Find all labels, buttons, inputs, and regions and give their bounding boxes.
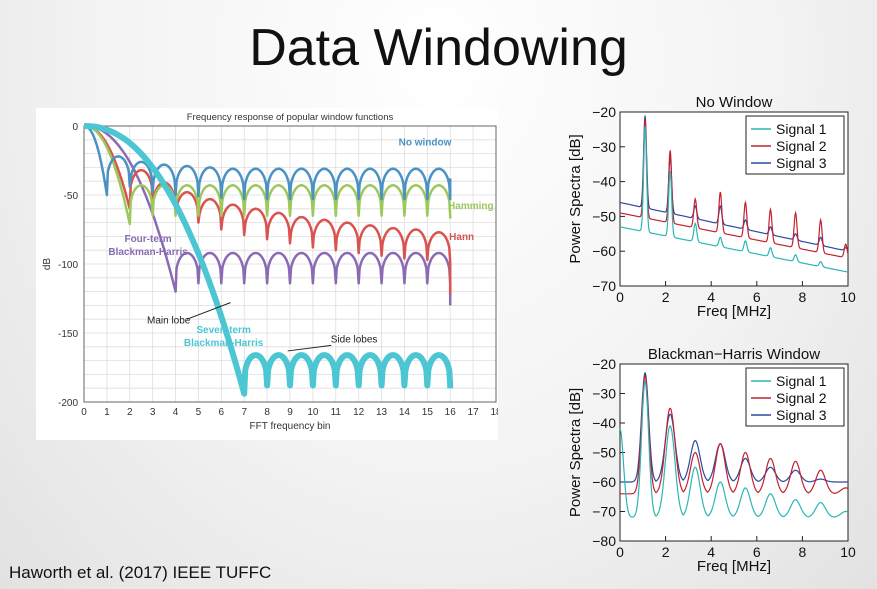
blackman-harris-y-tick-label: −40 xyxy=(592,415,616,431)
no-window-series-signal-1 xyxy=(619,125,849,273)
label-seven-term-line1: Seven-term xyxy=(196,325,251,336)
label-four-term-line1: Four-term xyxy=(124,234,171,245)
slide-title: Data Windowing xyxy=(249,19,628,77)
blackman-harris-x-tick-label: 6 xyxy=(753,544,761,560)
blackman-harris-y-tick-label: −80 xyxy=(592,533,616,549)
x-tick-label: 8 xyxy=(264,407,270,418)
no-window-y-tick-label: −20 xyxy=(592,104,616,120)
blackman-harris-series-signal-2 xyxy=(620,374,849,495)
x-tick-label: 10 xyxy=(307,407,319,418)
blackman-harris-y-tick-label: −30 xyxy=(592,386,616,402)
no-window-title: No Window xyxy=(696,94,773,111)
no-window-legend xyxy=(745,115,845,175)
blackman-harris-x-tick-label: 8 xyxy=(799,544,807,560)
x-tick-label: 11 xyxy=(331,407,342,418)
no-window-y-tick-label: −50 xyxy=(592,208,616,224)
annotation-arrow-side-lobes xyxy=(287,344,332,352)
no-window-chart: No Window 0 2 4 6 8 10 −20 −30 −40 −50 −60 −70 Freq [… xyxy=(567,94,856,320)
blackman-harris-legend xyxy=(745,367,845,427)
no-window-x-tick-label: 6 xyxy=(753,289,761,305)
x-tick-label: 17 xyxy=(468,407,480,418)
blackman-harris-legend-label: Signal 2 xyxy=(776,390,827,406)
x-tick-label: 0 xyxy=(81,407,87,418)
x-tick-label: 3 xyxy=(150,407,156,418)
window-response-chart: 01234567891011121314151617180-50-100-150… xyxy=(36,108,498,440)
no-window-series-signal-3 xyxy=(619,115,849,251)
no-window-x-axis-label: Freq [MHz] xyxy=(697,303,771,320)
no-window-x-tick-label: 0 xyxy=(616,289,624,305)
blackman-harris-legend-label: Signal 1 xyxy=(776,373,827,389)
blackman-harris-x-tick-label: 0 xyxy=(616,544,624,560)
plot-frame xyxy=(83,125,497,403)
label-no-window: No window xyxy=(399,137,452,148)
y-tick-label: -50 xyxy=(64,191,79,202)
chart-title: Frequency response of popular window fun… xyxy=(187,112,394,123)
blackman-harris-title: Blackman−Harris Window xyxy=(648,346,820,363)
blackman-harris-x-tick-label: 2 xyxy=(662,544,670,560)
y-tick-label: 0 xyxy=(72,122,78,133)
label-seven-term-line2: Blackman-Harris xyxy=(184,338,264,349)
no-window-legend-label: Signal 3 xyxy=(776,155,827,171)
blackman-harris-series-signal-1 xyxy=(619,380,849,518)
x-tick-label: 14 xyxy=(399,407,411,418)
blackman-harris-x-tick-label: 4 xyxy=(707,544,715,560)
series-line-hamming xyxy=(83,124,452,226)
no-window-y-tick-label: −30 xyxy=(592,139,616,155)
series-line-four-term-blackman-harris xyxy=(84,124,452,306)
x-tick-label: 15 xyxy=(422,407,434,418)
x-tick-label: 1 xyxy=(104,407,110,418)
no-window-legend-label: Signal 2 xyxy=(776,138,827,154)
citation: Haworth et al. (2017) IEEE TUFFC xyxy=(9,563,272,582)
y-tick-label: -200 xyxy=(58,398,78,409)
x-tick-label: 9 xyxy=(287,407,293,418)
x-tick-label: 2 xyxy=(127,407,133,418)
no-window-x-tick-label: 4 xyxy=(707,289,715,305)
blackman-harris-y-tick-label: −20 xyxy=(592,356,616,372)
blackman-harris-legend-label: Signal 3 xyxy=(776,407,827,423)
no-window-legend-label: Signal 1 xyxy=(776,121,827,137)
no-window-y-tick-label: −60 xyxy=(592,243,616,259)
x-tick-label: 16 xyxy=(445,407,457,418)
x-tick-label: 6 xyxy=(219,407,225,418)
no-window-y-axis-label: Power Spectra [dB] xyxy=(567,134,584,263)
label-hamming: Hamming xyxy=(448,201,494,212)
blackman-harris-x-axis-label: Freq [MHz] xyxy=(697,558,771,575)
y-tick-label: -150 xyxy=(58,329,78,340)
no-window-y-tick-label: −40 xyxy=(592,174,616,190)
no-window-x-tick-label: 8 xyxy=(799,289,807,305)
series-line-no-window xyxy=(83,124,452,201)
no-window-series-signal-2 xyxy=(619,118,849,258)
x-tick-label: 12 xyxy=(353,407,365,418)
y-tick-label: -100 xyxy=(58,260,78,271)
x-tick-label: 18 xyxy=(490,407,498,418)
x-tick-label: 4 xyxy=(173,407,179,418)
x-tick-label: 5 xyxy=(196,407,202,418)
blackman-harris-y-tick-label: −60 xyxy=(592,474,616,490)
x-axis-label: FFT frequency bin xyxy=(250,421,331,432)
blackman-harris-series-signal-3 xyxy=(620,371,848,483)
blackman-harris-chart: Blackman−Harris Window 0 2 4 6 8 10 −20 −30 −40 −5… xyxy=(567,346,856,575)
annotation-side-lobes: Side lobes xyxy=(331,335,378,346)
blackman-harris-x-tick-label: 10 xyxy=(840,544,856,560)
y-axis-label: dB xyxy=(42,258,53,271)
x-tick-label: 7 xyxy=(241,407,247,418)
no-window-x-tick-label: 2 xyxy=(662,289,670,305)
annotation-main-lobe: Main lobe xyxy=(147,315,191,326)
blackman-harris-y-axis-label: Power Spectra [dB] xyxy=(567,388,584,517)
blackman-harris-y-tick-label: −50 xyxy=(592,445,616,461)
no-window-y-tick-label: −70 xyxy=(592,278,616,294)
no-window-x-tick-label: 10 xyxy=(840,289,856,305)
x-tick-label: 13 xyxy=(376,407,388,418)
series-line-seven-term-blackman-harris xyxy=(83,123,454,397)
label-four-term-line2: Blackman-Harris xyxy=(108,247,188,258)
blackman-harris-y-tick-label: −70 xyxy=(592,504,616,520)
label-hann: Hann xyxy=(449,232,474,243)
annotation-arrow-main-lobe xyxy=(186,302,231,320)
